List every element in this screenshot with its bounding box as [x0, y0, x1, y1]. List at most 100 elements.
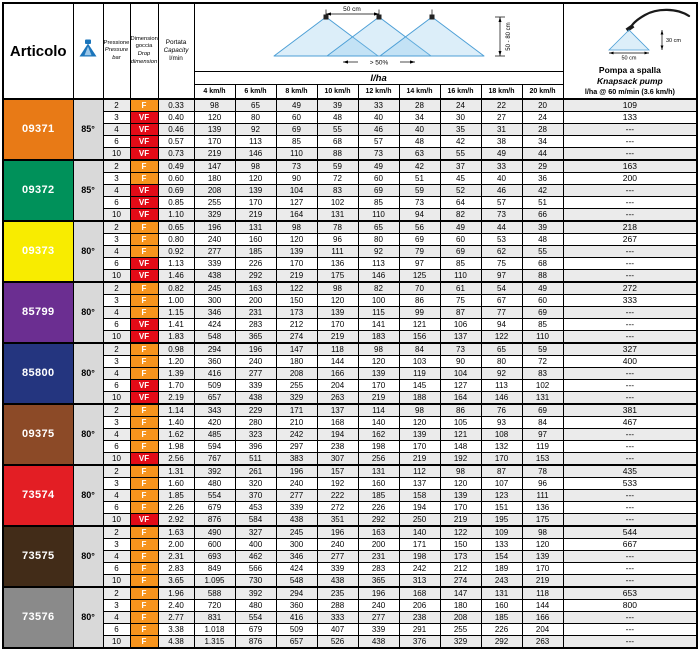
lha-value: 111	[316, 245, 359, 258]
drop-dimension-badge: VF	[129, 111, 159, 124]
lha-value: 195	[480, 513, 523, 527]
lha-value: 136	[521, 501, 564, 514]
lha-value: 80	[357, 233, 400, 246]
lha-value: 34	[398, 111, 441, 124]
pressure-value: 2	[102, 281, 131, 295]
lha-value: 38	[480, 135, 523, 148]
capacity-value: 1.00	[157, 294, 195, 307]
lha-value: 49	[275, 98, 318, 112]
capacity-value: 2.92	[157, 513, 195, 527]
lha-value: 33	[357, 98, 400, 112]
lha-value: 360	[193, 355, 236, 368]
pressure-value: 2	[102, 98, 131, 112]
lha-value: 110	[275, 147, 318, 161]
lha-value: 104	[275, 184, 318, 197]
spray-angle: 80°	[72, 342, 104, 405]
lha-value: 84	[521, 416, 564, 429]
lha-value: 120	[275, 233, 318, 246]
lha-value: 196	[234, 342, 277, 356]
lha-value: 343	[193, 403, 236, 417]
table-row: 3 F 2.00 600 400 300 240 200 171 150 133 120 667	[3, 538, 698, 551]
lha-value: 69	[357, 184, 400, 197]
lha-value: 60	[275, 111, 318, 124]
table-row: 10 VF 2.56 767 511 383 307 256 219 192 170 153 ---	[3, 452, 698, 466]
lha-value: 137	[439, 330, 482, 344]
lha-value: 145	[398, 379, 441, 392]
speed-column-header: 6 km/h	[234, 84, 277, 100]
lha-value: 219	[521, 574, 564, 588]
spray-angle: 80°	[72, 403, 104, 466]
lha-value: 392	[234, 586, 277, 600]
table-row: 85799 80° 2 F 0.82 245 163 122 98 82 70 61 54 49 272	[2, 281, 698, 344]
table-row: 10 F 4.38 1.315 876 657 526 438 376 329 292 263 ---	[3, 635, 698, 649]
knapsack-value: ---	[562, 489, 698, 502]
lha-value: 153	[521, 452, 564, 466]
lha-value: 80	[234, 111, 277, 124]
capacity-value: 2.77	[157, 611, 195, 624]
lha-value: 392	[193, 464, 236, 478]
lha-value: 75	[439, 294, 482, 307]
lha-value: 198	[398, 550, 441, 563]
lha-value: 146	[480, 391, 523, 405]
lha-value: 148	[439, 440, 482, 453]
lha-value: 283	[357, 562, 400, 575]
lha-value: 127	[439, 379, 482, 392]
lha-value: 86	[439, 403, 482, 417]
lha-value: 98	[439, 464, 482, 478]
knapsack-wand-diagram: 30 cm 50 cm	[607, 8, 690, 61]
lha-value: 584	[234, 513, 277, 527]
lha-value: 219	[357, 391, 400, 405]
lha-value: 170	[398, 440, 441, 453]
lha-value: 119	[398, 367, 441, 380]
lha-value: 65	[480, 342, 523, 356]
lha-value: 160	[357, 477, 400, 490]
lha-value: 57	[357, 135, 400, 148]
lha-value: 39	[316, 98, 359, 112]
speed-column-header: 16 km/h	[439, 84, 482, 100]
lha-value: 185	[357, 489, 400, 502]
pressure-value: 2	[102, 525, 131, 539]
capacity-value: 1.20	[157, 355, 195, 368]
drop-dimension-badge: VF	[129, 257, 159, 270]
lha-value: 255	[193, 196, 236, 209]
drop-dimension-badge: F	[129, 428, 159, 441]
lha-value: 424	[275, 562, 318, 575]
lha-value: 194	[316, 428, 359, 441]
knapsack-value: ---	[562, 452, 698, 466]
lha-value: 139	[439, 489, 482, 502]
speed-column-header: 8 km/h	[275, 84, 318, 100]
lha-value: 657	[275, 635, 318, 649]
capacity-value: 1.15	[157, 306, 195, 319]
lha-value: 333	[316, 611, 359, 624]
lha-value: 255	[275, 379, 318, 392]
lha-value: 196	[316, 525, 359, 539]
capacity-label-en: Capacity	[163, 46, 189, 54]
lha-value: 125	[398, 269, 441, 283]
lha-value: 115	[357, 306, 400, 319]
table-row: 4 VF 0.69 208 139 104 83 69 59 52 46 42 ---	[3, 184, 698, 197]
article-code: 09372	[2, 159, 74, 222]
pressure-header: Pressione Pressure bar	[102, 2, 131, 100]
lha-value: 39	[521, 220, 564, 234]
table-row: 10 VF 1.83 548 365 274 219 183 156 137 122 110 ---	[3, 330, 698, 344]
lha-value: 65	[234, 98, 277, 112]
capacity-value: 1.14	[157, 403, 195, 417]
capacity-value: 0.82	[157, 281, 195, 295]
lha-value: 219	[193, 147, 236, 161]
capacity-value: 0.49	[157, 159, 195, 173]
pressure-label-it: Pressione	[103, 39, 130, 46]
lha-value: 416	[275, 611, 318, 624]
pressure-value: 4	[102, 245, 131, 258]
lha-value: 509	[193, 379, 236, 392]
lha-value: 48	[398, 135, 441, 148]
speed-column-header: 4 km/h	[193, 84, 236, 100]
table-row: 6 F 1.98 594 396 297 238 198 170 148 132 119 ---	[3, 440, 698, 453]
lha-value: 200	[234, 294, 277, 307]
lha-value: 292	[234, 269, 277, 283]
table-row: 3 F 1.20 360 240 180 144 120 103 90 80 72 400	[3, 355, 698, 368]
lha-value: 144	[521, 599, 564, 612]
lha-value: 831	[193, 611, 236, 624]
lha-value: 245	[193, 281, 236, 295]
spray-angle: 85°	[72, 159, 104, 222]
pressure-value: 4	[102, 428, 131, 441]
